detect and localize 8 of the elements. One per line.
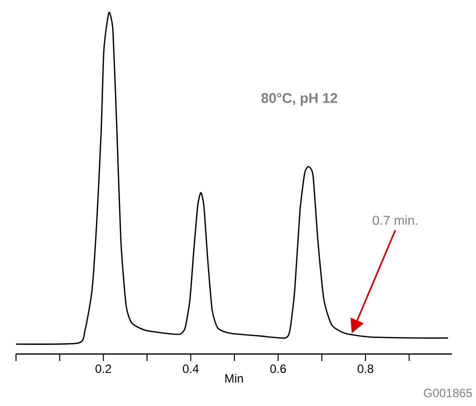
x-tick-label: 0.8 (358, 364, 374, 373)
x-tick-label: 0.6 (270, 364, 286, 373)
x-tick-label: 0.2 (96, 364, 112, 373)
annotation: 0.7 min. (372, 215, 418, 225)
text: G001865 (424, 388, 472, 398)
x-tick-label: 0.4 (182, 364, 199, 373)
annotation: 80°C, pH 12 (261, 93, 338, 106)
x-axis-title: Min (225, 374, 243, 382)
